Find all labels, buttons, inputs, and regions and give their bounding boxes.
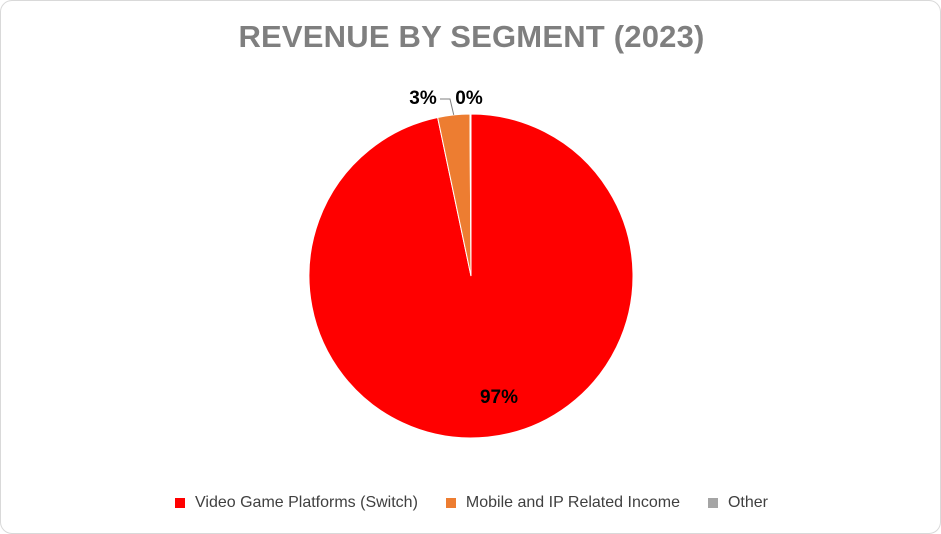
chart-title: REVENUE BY SEGMENT (2023) (238, 19, 705, 54)
legend-swatch (445, 498, 456, 508)
legend-item-video-game-platforms: Video Game Platforms (Switch) (175, 494, 418, 512)
legend-swatch (175, 498, 186, 508)
pie-slices (308, 113, 634, 439)
leader-lines (440, 98, 455, 116)
legend: Video Game Platforms (Switch) Mobile and… (1, 494, 940, 512)
legend-swatch (707, 498, 718, 508)
data-label-other: 0% (455, 88, 483, 109)
pie-slice-other (469, 113, 472, 277)
data-labels: 97% 3% 0% (409, 88, 518, 408)
legend-label: Video Game Platforms (Switch) (195, 494, 418, 511)
legend-item-other: Other (707, 494, 768, 512)
data-label-video-game-platforms: 97% (480, 387, 518, 408)
data-label-mobile-ip: 3% (409, 88, 437, 109)
leader-line-mobile-ip (440, 98, 455, 116)
legend-item-mobile-ip: Mobile and IP Related Income (445, 494, 680, 512)
legend-label: Other (727, 494, 768, 511)
legend-label: Mobile and IP Related Income (465, 494, 680, 511)
